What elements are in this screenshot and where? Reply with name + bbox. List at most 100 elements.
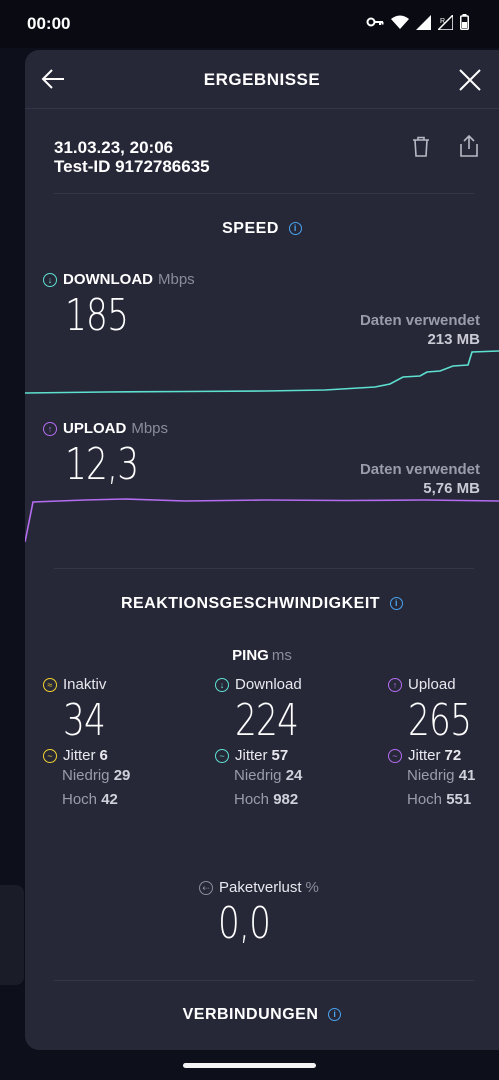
upload-jitter-value: 72 — [444, 747, 462, 764]
packet-loss-label-row: ⇠ Paketverlust % — [199, 879, 319, 896]
download-graph-line — [25, 350, 499, 394]
test-info: 31.03.23, 20:06 Test-ID 9172786635 — [54, 138, 210, 176]
upload-data-label: Daten verwendet — [359, 461, 480, 478]
download-jitter-icon: ~ — [215, 748, 229, 763]
download-ping-value: 224 — [235, 695, 299, 746]
ping-label: PING — [232, 647, 269, 664]
speed-title: SPEED — [222, 220, 279, 237]
wifi-icon — [391, 15, 409, 29]
header-divider — [25, 108, 499, 109]
download-graph — [25, 350, 499, 394]
idle-jitter-icon: ~ — [43, 748, 57, 763]
background-peek — [0, 885, 24, 985]
upload-value: 12,3 — [65, 439, 139, 490]
download-data-label: Daten verwendet — [359, 312, 480, 329]
upload-high-label: Hoch — [407, 791, 443, 808]
download-ping-label: Download — [235, 676, 302, 693]
download-low-value: 24 — [285, 767, 303, 784]
download-data-value: 213 MB — [427, 331, 480, 348]
signal-roaming-icon: R — [438, 14, 453, 30]
speed-info-icon[interactable]: i — [288, 222, 302, 236]
ping-unit: ms — [271, 647, 292, 664]
idle-jitter-label: Jitter — [63, 747, 96, 764]
download-high-value: 982 — [273, 791, 299, 808]
upload-low-value: 41 — [458, 767, 476, 784]
download-arrow-icon: ↓ — [43, 272, 57, 287]
upload-high-value: 551 — [446, 791, 472, 808]
battery-icon — [460, 14, 469, 30]
upload-graph — [25, 498, 499, 543]
upload-label: UPLOAD — [63, 420, 127, 437]
connections-section-title: VERBINDUNGEN i — [25, 1006, 499, 1024]
status-bar: 00:00 R — [0, 0, 499, 48]
reaction-section-title: REAKTIONSGESCHWINDIGKEIT i — [25, 595, 499, 613]
ping-column-upload: ↑ Upload 265 ~ Jitter 72 Niedrig 41 Hoch 55… — [388, 676, 489, 812]
upload-low: Niedrig 41 — [407, 764, 489, 788]
packet-loss-label: Paketverlust — [219, 879, 302, 896]
reaction-title: REAKTIONSGESCHWINDIGKEIT — [120, 595, 381, 612]
results-sheet: ERGEBNISSE 31.03.23, 20:06 Test-ID 91727… — [25, 50, 499, 1050]
download-jitter-label: Jitter — [235, 747, 268, 764]
close-icon[interactable] — [459, 69, 481, 91]
upload-ping-label: Upload — [408, 676, 456, 693]
speed-section-title: SPEED i — [25, 220, 499, 238]
idle-high: Hoch 42 — [62, 788, 130, 812]
upload-ping-icon: ↑ — [388, 677, 402, 692]
idle-low: Niedrig 29 — [62, 764, 130, 788]
download-value: 185 — [65, 290, 129, 341]
download-unit: Mbps — [158, 271, 195, 288]
idle-high-value: 42 — [101, 791, 118, 808]
connections-info-icon[interactable]: i — [328, 1008, 342, 1022]
key-icon — [366, 17, 384, 27]
upload-label-row: ↑ UPLOAD Mbps — [43, 420, 168, 437]
packet-loss-unit: % — [305, 879, 319, 896]
test-id: Test-ID 9172786635 — [54, 157, 210, 176]
idle-icon: ≈ — [43, 677, 57, 692]
trash-icon[interactable] — [412, 136, 430, 157]
download-label-row: ↓ DOWNLOAD Mbps — [43, 271, 195, 288]
ping-column-idle: ≈ Inaktiv 34 ~ Jitter 6 Niedrig 29 Hoch 42 — [43, 676, 130, 812]
upload-data-used: Daten verwendet 5,76 MB — [360, 460, 480, 498]
download-ping-icon: ↓ — [215, 677, 229, 692]
upload-jitter-label: Jitter — [408, 747, 441, 764]
share-icon[interactable] — [459, 135, 479, 157]
idle-low-value: 29 — [113, 767, 131, 784]
status-time: 00:00 — [27, 14, 71, 33]
download-data-used: Daten verwendet 213 MB — [360, 311, 480, 349]
idle-ping-value: 34 — [63, 695, 106, 746]
download-label: DOWNLOAD — [63, 271, 153, 288]
upload-data-value: 5,76 MB — [423, 480, 480, 497]
reaction-divider — [54, 980, 474, 981]
ping-column-download: ↓ Download 224 ~ Jitter 57 Niedrig 24 Hoch … — [215, 676, 316, 812]
idle-label: Inaktiv — [63, 676, 107, 693]
signal-icon — [416, 14, 431, 30]
download-high-label: Hoch — [234, 791, 270, 808]
back-arrow-icon[interactable] — [41, 68, 65, 90]
page-title: ERGEBNISSE — [203, 70, 321, 89]
speed-divider — [54, 568, 474, 569]
connections-title: VERBINDUNGEN — [182, 1006, 319, 1023]
reaction-info-icon[interactable]: i — [390, 597, 404, 611]
upload-graph-line — [25, 498, 499, 543]
packet-loss-icon: ⇠ — [199, 880, 213, 895]
idle-jitter-value: 6 — [99, 747, 108, 764]
upload-unit: Mbps — [131, 420, 169, 437]
test-datetime: 31.03.23, 20:06 — [54, 138, 174, 157]
idle-low-label: Niedrig — [62, 767, 110, 784]
upload-low-label: Niedrig — [407, 767, 455, 784]
upload-high: Hoch 551 — [407, 788, 489, 812]
upload-jitter-icon: ~ — [388, 748, 402, 763]
ping-heading: PING ms — [25, 647, 499, 664]
info-divider — [54, 193, 474, 194]
gesture-navigation-bar[interactable] — [183, 1063, 316, 1068]
download-low: Niedrig 24 — [234, 764, 316, 788]
upload-ping-value: 265 — [408, 695, 472, 746]
status-icons: R — [366, 14, 469, 30]
download-jitter-value: 57 — [271, 747, 289, 764]
download-low-label: Niedrig — [234, 767, 282, 784]
packet-loss-value: 0,0 — [218, 898, 271, 949]
idle-high-label: Hoch — [62, 791, 98, 808]
svg-text:R: R — [440, 18, 445, 25]
download-high: Hoch 982 — [234, 788, 316, 812]
upload-arrow-icon: ↑ — [43, 421, 57, 436]
